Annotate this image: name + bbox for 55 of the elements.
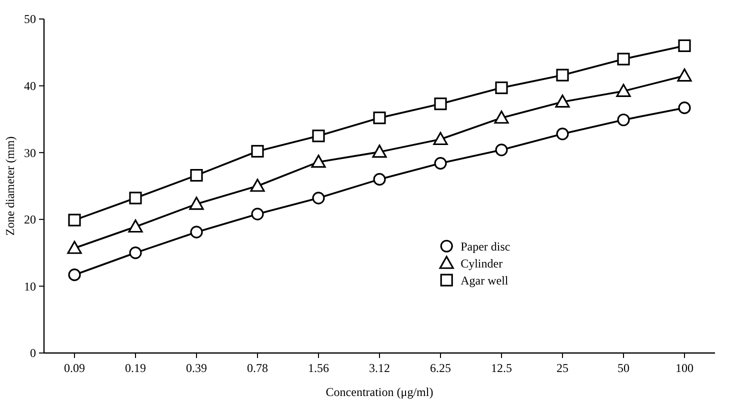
x-tick-label: 25 [556,361,568,375]
point [250,178,265,192]
x-tick-label: 6.25 [430,361,451,375]
point [372,144,387,158]
point [616,84,631,97]
x-tick-label: 0.19 [125,361,146,375]
point [555,94,570,108]
x-tick-label: 0.39 [186,361,207,375]
point [373,112,386,124]
point [433,132,448,146]
point [495,144,508,156]
x-tick-label: 1.56 [308,361,329,375]
point [312,130,325,142]
point [190,169,203,182]
point [67,240,82,254]
point [251,144,264,158]
y-tick-label: 0 [30,346,36,360]
x-tick-label: 0.78 [247,361,268,375]
point [556,68,569,82]
x-tick-label: 12.5 [491,361,512,375]
x-axis-title: Concentration (μg/ml) [326,385,434,399]
y-tick-label: 10 [24,279,36,294]
point [617,52,630,66]
point [129,192,142,204]
point [617,114,630,126]
legend-label: Agar well [460,273,509,288]
point [373,173,386,186]
point [678,39,691,52]
point [678,102,691,114]
point [68,214,81,226]
point [311,154,326,168]
point [312,192,325,204]
x-tick-label: 3.12 [369,361,390,375]
legend-label: Paper disc [460,239,510,254]
point [494,110,509,124]
point [251,208,264,220]
y-axis-title: Zone diameter (mm) [3,136,17,236]
y-tick-label: 50 [24,12,36,26]
point [434,156,447,170]
y-tick-label: 30 [24,146,36,160]
point [677,68,692,82]
point [190,226,203,238]
y-tick-label: 40 [24,79,36,93]
point [189,196,204,210]
x-tick-label: 50 [618,361,630,375]
point [495,82,508,94]
point [68,268,81,282]
legend-label: Cylinder [460,256,503,270]
point [434,98,447,110]
y-tick-label: 20 [24,212,36,227]
point [556,128,569,140]
x-tick-label: 100 [676,361,694,375]
point [128,219,143,233]
point [129,246,142,260]
x-tick-label: 0.09 [64,361,85,375]
